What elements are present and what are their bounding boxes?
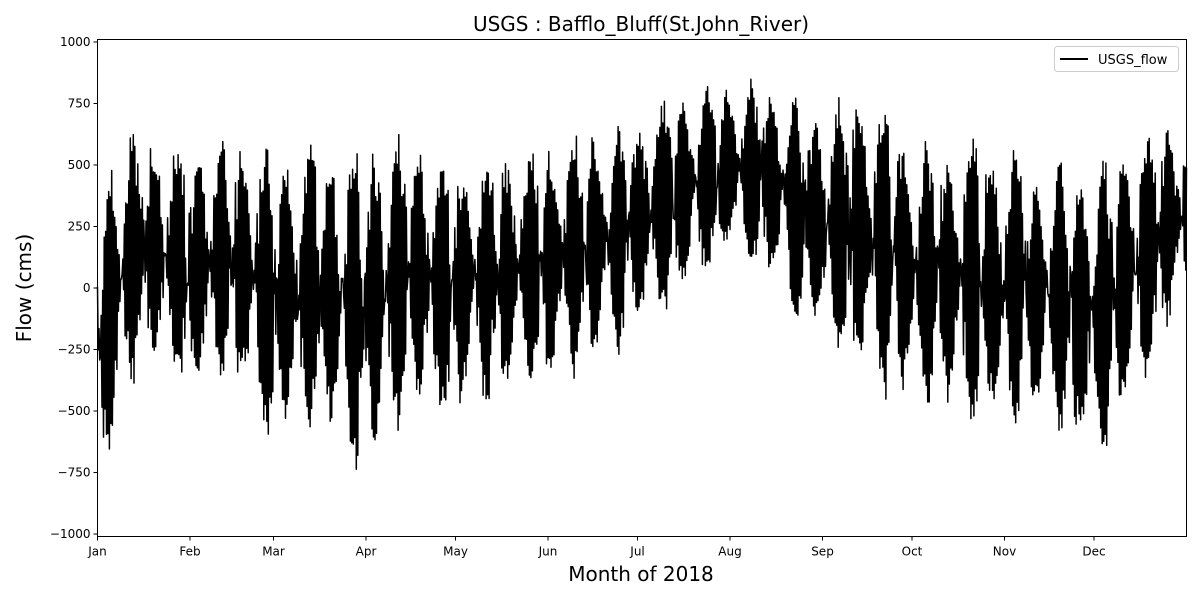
- legend: USGS_flow: [1054, 46, 1179, 72]
- x-tick-label: May: [443, 545, 468, 559]
- y-tick-label: −750: [58, 466, 91, 480]
- y-tick-label: 250: [68, 219, 91, 233]
- y-tick-label: 0: [83, 281, 91, 295]
- legend-label: USGS_flow: [1098, 53, 1168, 68]
- x-tick-label: Mar: [262, 545, 285, 559]
- y-tick-label: −1000: [50, 527, 91, 541]
- x-tick-label: Jul: [629, 545, 644, 559]
- x-tick-label: Dec: [1082, 545, 1105, 559]
- y-tick-label: 500: [68, 158, 91, 172]
- x-ticks: Jan Feb Mar Apr May Jun Jul Aug Sep Oct Nov Dec: [87, 536, 1106, 559]
- plot-area: [96, 78, 1188, 471]
- x-tick-label: Nov: [993, 545, 1016, 559]
- plot-frame: [97, 39, 1187, 537]
- x-tick-label: Jan: [87, 545, 107, 559]
- x-tick-label: Apr: [356, 545, 377, 559]
- x-axis-label: Month of 2018: [568, 562, 714, 586]
- y-tick-label: 1000: [60, 35, 91, 49]
- legend-box: [1054, 46, 1179, 72]
- x-tick-label: Jun: [538, 545, 558, 559]
- x-tick-label: Sep: [811, 545, 834, 559]
- x-tick-label: Oct: [902, 545, 923, 559]
- y-tick-label: 750: [68, 96, 91, 110]
- y-ticks: 1000 750 500 250 0 −250 −500 −750 −1000: [50, 35, 98, 541]
- y-tick-label: −250: [58, 343, 91, 357]
- y-axis-label: Flow (cms): [12, 234, 36, 343]
- series-line-usgs-flow: [96, 78, 1188, 471]
- x-tick-label: Aug: [718, 545, 741, 559]
- chart-title: USGS : Bafflo_Bluff(St.John_River): [473, 12, 809, 36]
- x-tick-label: Feb: [179, 545, 200, 559]
- y-tick-label: −500: [58, 404, 91, 418]
